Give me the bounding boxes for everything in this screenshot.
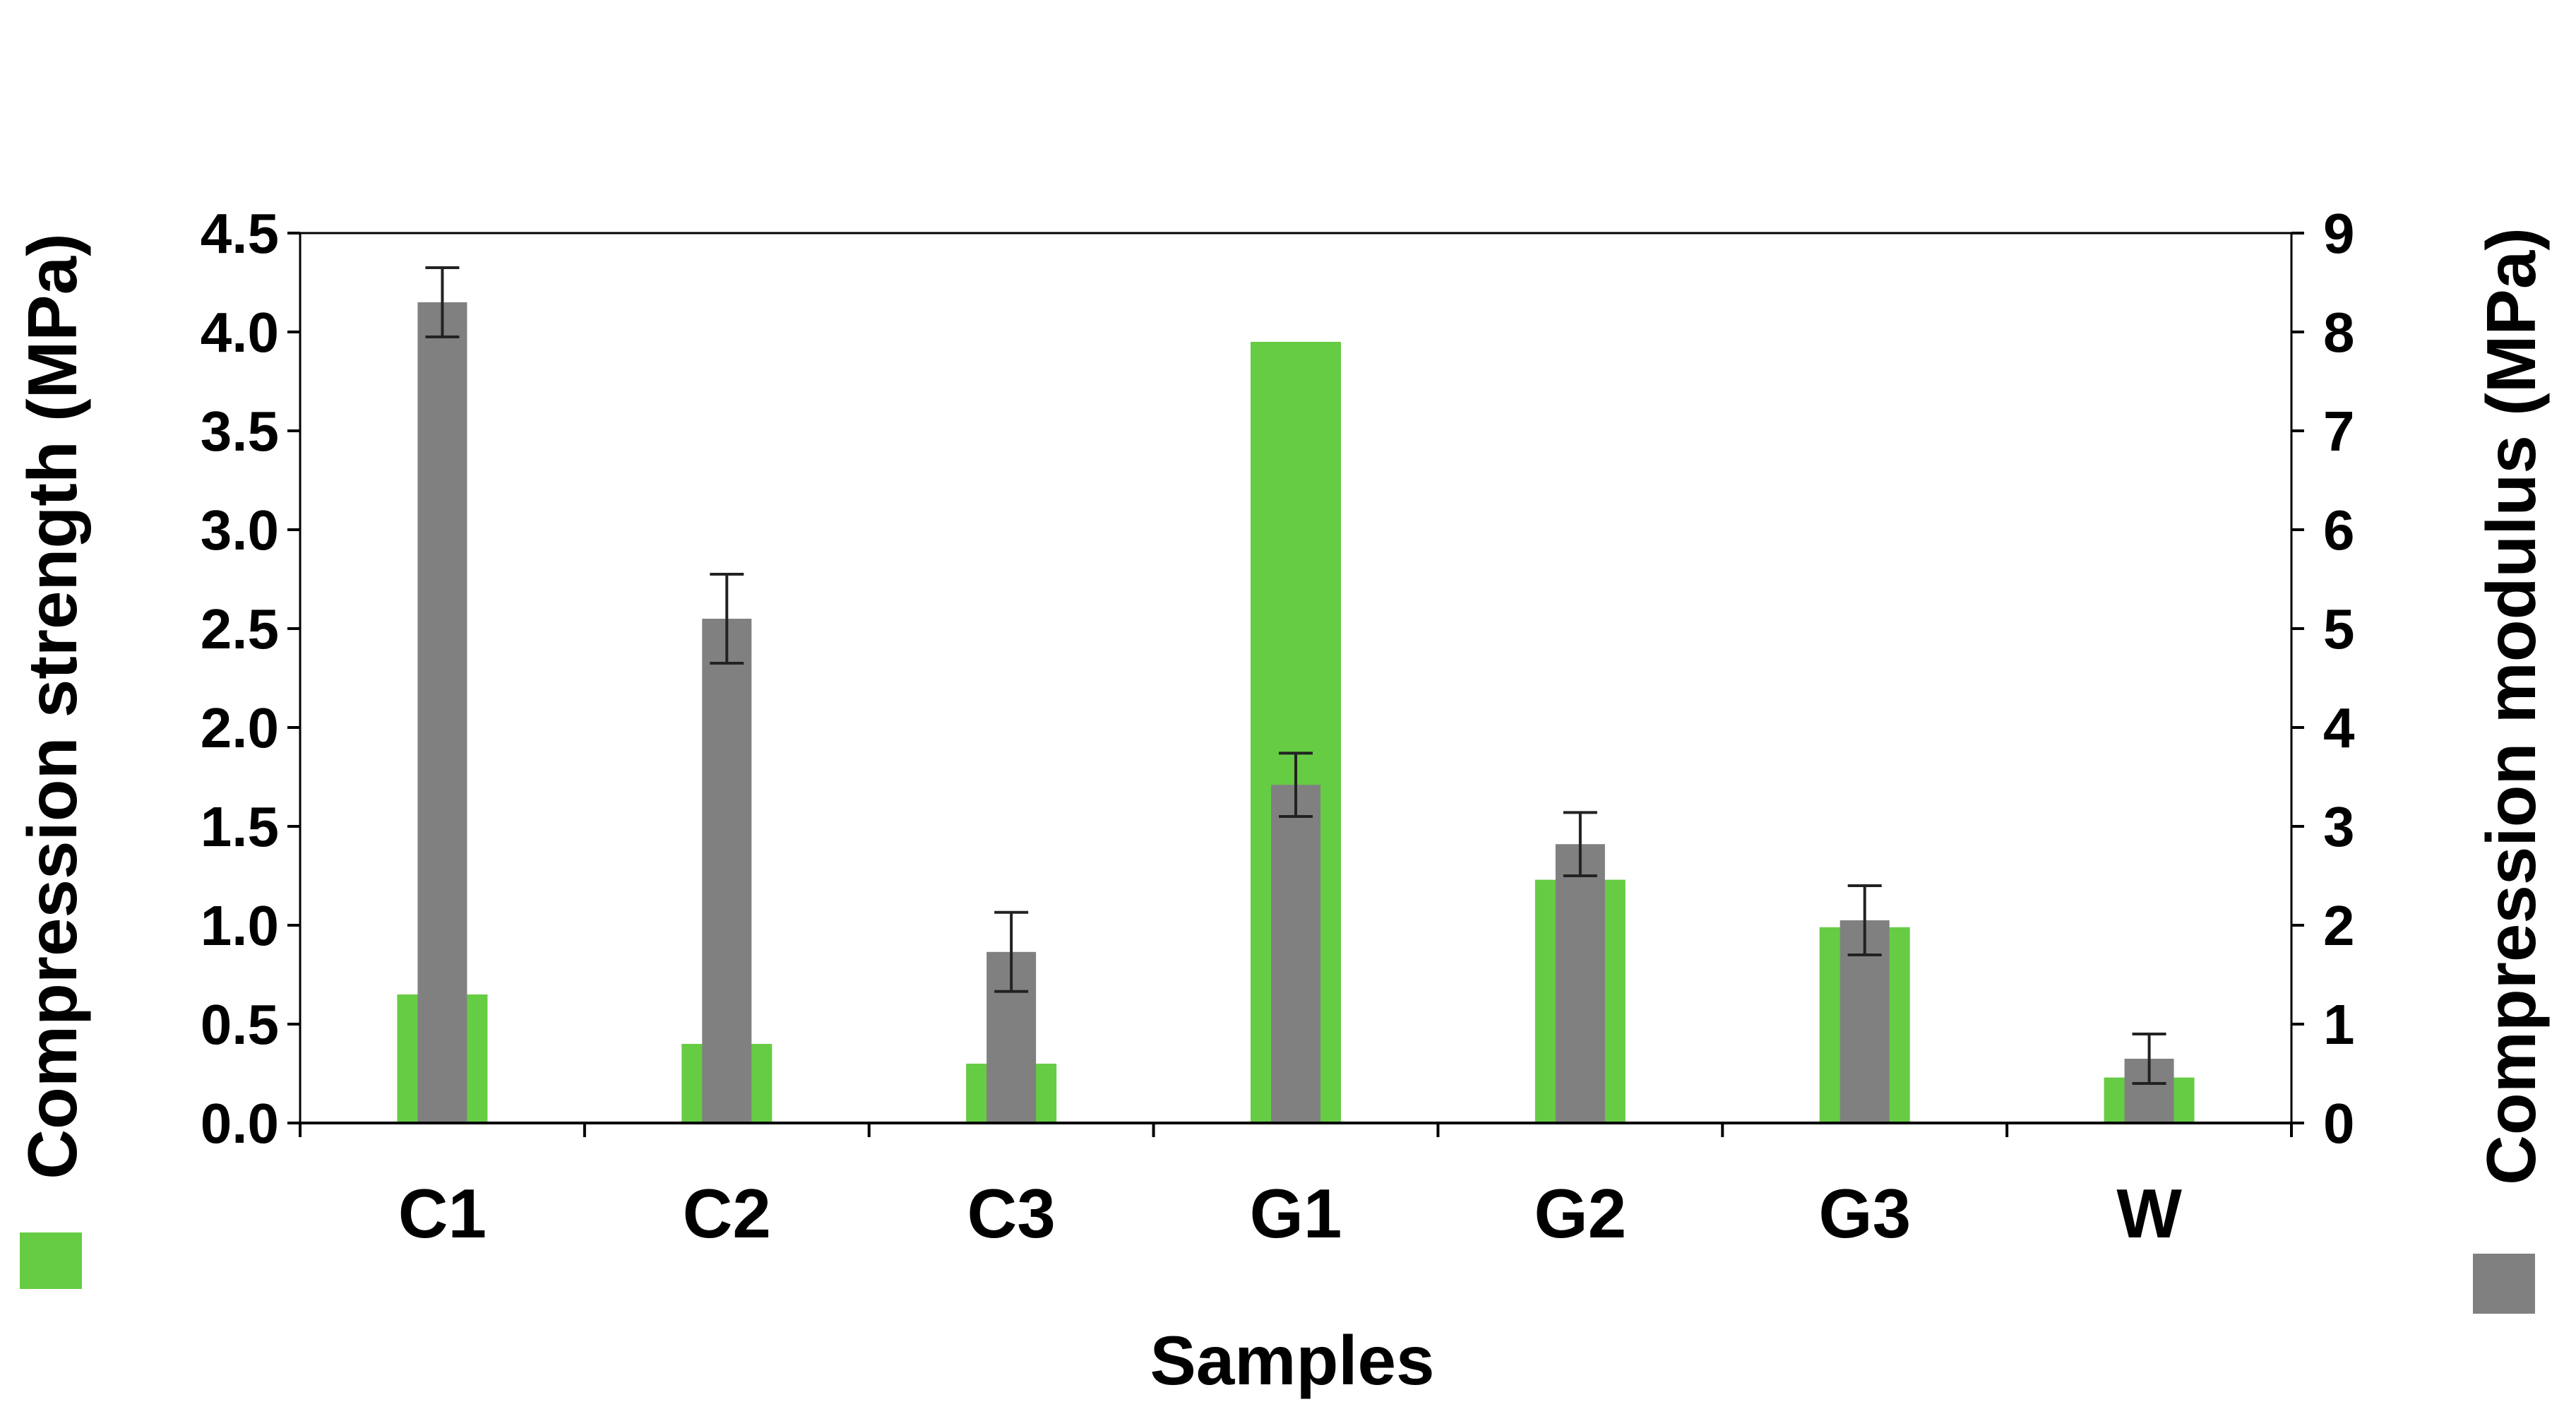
bars-layer	[397, 302, 2195, 1123]
error-bar-G3	[1847, 884, 1882, 956]
bar-modulus-G2	[1555, 844, 1605, 1123]
error-bar-G1	[1279, 751, 1313, 818]
left-tick-label: 2.5	[201, 598, 279, 660]
right-tick-label: 0	[2323, 1092, 2355, 1155]
left-tick-label: 0.5	[201, 993, 279, 1056]
right-tick-label: 7	[2323, 400, 2355, 463]
x-tick-label: C3	[967, 1175, 1056, 1252]
error-bar-C3	[994, 910, 1029, 993]
right-axis-title: Compression modulus (MPa)	[2472, 227, 2550, 1185]
x-tick-label: G3	[1818, 1175, 1911, 1252]
right-tick-label: 4	[2323, 696, 2355, 759]
right-series-swatch	[2473, 1254, 2535, 1314]
right-tick-label: 6	[2323, 499, 2355, 562]
left-tick-label: 4.0	[201, 301, 279, 364]
right-tick-label: 5	[2323, 598, 2355, 660]
left-tick-label: 3.5	[201, 400, 279, 463]
x-tick-label: W	[2116, 1175, 2182, 1252]
x-tick-label: C1	[398, 1175, 487, 1252]
left-tick-label: 1.5	[201, 795, 279, 858]
bar-modulus-G1	[1271, 785, 1320, 1123]
right-tick-label: 2	[2323, 894, 2355, 957]
right-axis-ticks: 0 1 2 3 4 5 6 7 8 9	[2291, 202, 2355, 1155]
error-bar-C2	[710, 573, 744, 665]
error-bar-C1	[425, 266, 460, 338]
left-axis-title: Compression strength (MPa)	[13, 233, 91, 1179]
right-tick-label: 1	[2323, 993, 2355, 1056]
left-tick-label: 0.0	[201, 1092, 279, 1155]
left-tick-label: 1.0	[201, 894, 279, 957]
bar-modulus-C1	[417, 302, 467, 1123]
x-tick-label: C2	[683, 1175, 771, 1252]
error-bar-G2	[1563, 811, 1597, 877]
x-axis-ticks: C1 C2 C3 G1 G2 G3 W	[299, 1123, 2293, 1252]
x-tick-label: G1	[1250, 1175, 1342, 1252]
right-tick-label: 9	[2323, 202, 2355, 265]
right-tick-label: 8	[2323, 301, 2355, 364]
error-bar-W	[2132, 1033, 2166, 1085]
left-axis-ticks: 0.0 0.5 1.0 1.5 2.0 2.5 3.0 3.5 4.0 4.5	[201, 202, 300, 1155]
x-tick-label: G2	[1534, 1175, 1626, 1252]
left-tick-label: 2.0	[201, 696, 279, 759]
left-series-swatch	[20, 1232, 82, 1289]
right-tick-label: 3	[2323, 795, 2355, 858]
x-axis-title: Samples	[1150, 1321, 1434, 1399]
error-bars-layer	[425, 266, 2166, 1085]
bar-modulus-C2	[702, 619, 752, 1123]
left-tick-label: 4.5	[201, 202, 279, 265]
left-tick-label: 3.0	[201, 499, 279, 562]
